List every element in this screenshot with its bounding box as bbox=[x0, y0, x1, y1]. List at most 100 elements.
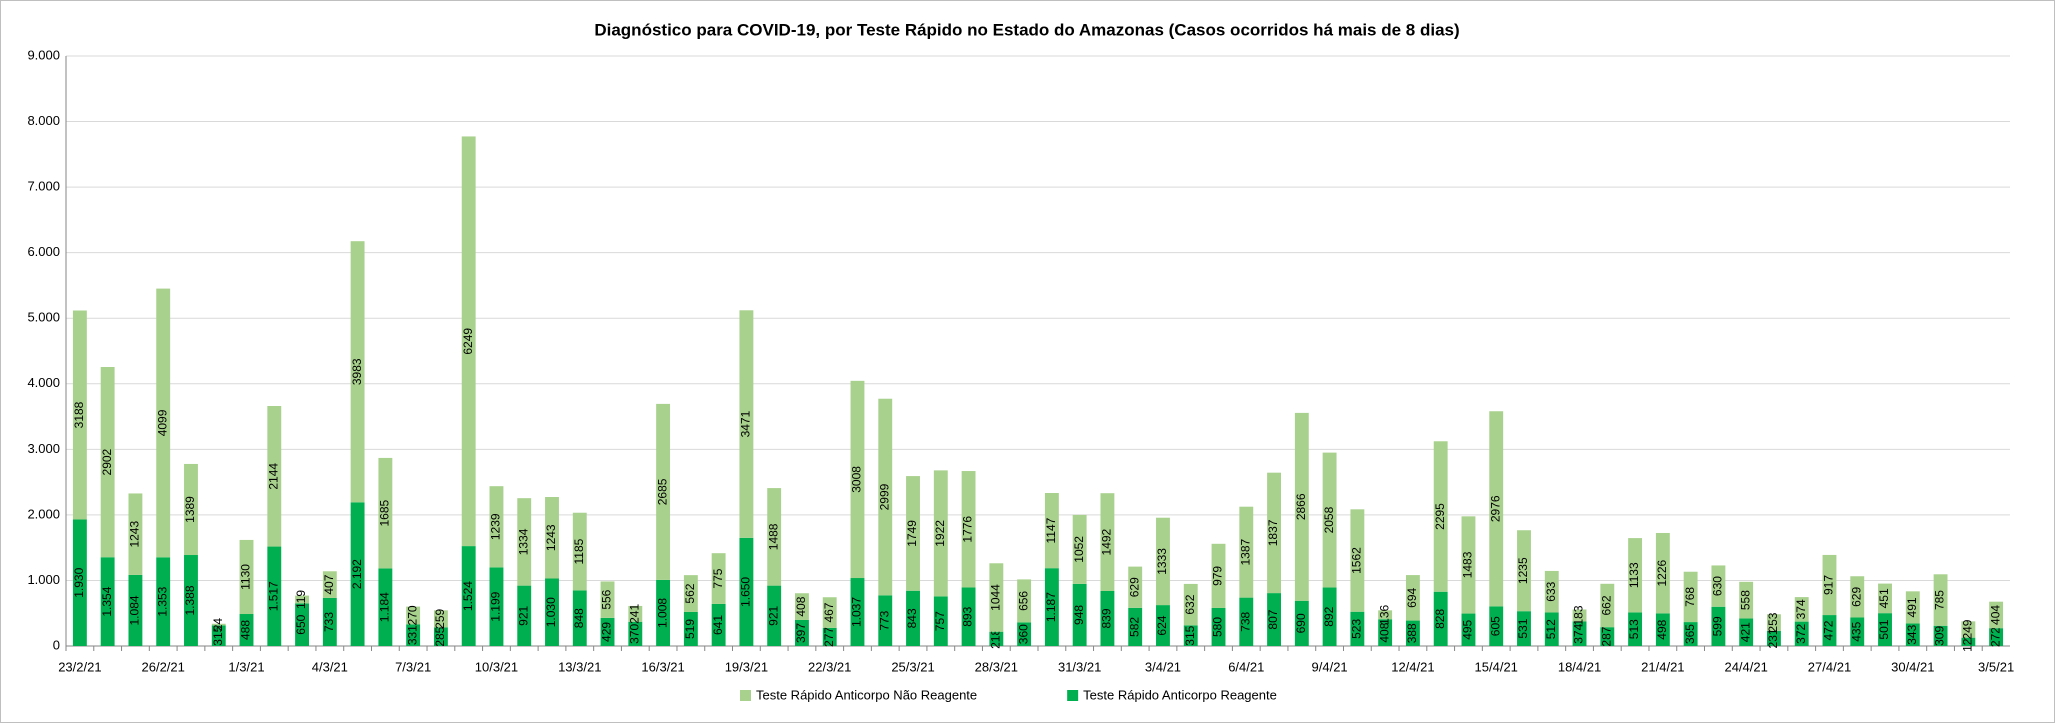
bar-segment bbox=[1156, 517, 1170, 606]
bar-segment bbox=[350, 241, 365, 503]
bar-segment bbox=[1267, 593, 1281, 646]
data-label: 2976 bbox=[1488, 495, 1502, 522]
data-label: 249 bbox=[1961, 619, 1975, 639]
bar-segment bbox=[1961, 621, 1976, 638]
bar-segment bbox=[211, 623, 226, 626]
data-label: 921 bbox=[766, 605, 780, 625]
bar-segment bbox=[767, 585, 782, 646]
data-label: 3008 bbox=[850, 466, 864, 493]
bar-segment bbox=[128, 574, 143, 646]
data-label: 2295 bbox=[1433, 503, 1447, 530]
data-label: 556 bbox=[600, 589, 614, 609]
bar-segment bbox=[1211, 543, 1226, 608]
data-label: 315 bbox=[211, 625, 225, 645]
bar-segment bbox=[322, 571, 337, 598]
bar-segment bbox=[1767, 614, 1781, 631]
data-label: 917 bbox=[1822, 575, 1836, 595]
data-label: 277 bbox=[822, 627, 836, 647]
data-label: 1130 bbox=[239, 564, 253, 590]
data-label: 690 bbox=[1294, 613, 1308, 633]
data-label: 397 bbox=[794, 623, 808, 643]
x-tick-label: 13/3/21 bbox=[558, 659, 601, 674]
x-tick-label: 23/2/21 bbox=[58, 659, 101, 674]
data-label: 1243 bbox=[544, 524, 558, 551]
bar-segment bbox=[1489, 606, 1504, 646]
bar-segment bbox=[239, 539, 254, 615]
data-label: 119 bbox=[294, 590, 308, 609]
bar-segment bbox=[267, 546, 282, 646]
data-label: 2685 bbox=[655, 478, 669, 505]
bar-segment bbox=[1322, 587, 1337, 646]
bar-segment bbox=[656, 403, 671, 580]
bar-segment bbox=[739, 537, 754, 646]
data-label: 629 bbox=[1127, 577, 1141, 597]
x-tick-label: 26/2/21 bbox=[142, 659, 185, 674]
data-label: 1243 bbox=[128, 521, 142, 548]
data-label: 633 bbox=[1544, 581, 1558, 601]
data-label: 2058 bbox=[1322, 506, 1336, 533]
bar-segment bbox=[1794, 597, 1809, 622]
bar-segment bbox=[489, 486, 504, 568]
bar-segment bbox=[1517, 611, 1531, 646]
data-label: 1239 bbox=[489, 513, 503, 540]
bar-segment bbox=[572, 512, 587, 591]
data-label: 605 bbox=[1488, 616, 1502, 636]
bar-segment bbox=[184, 555, 198, 646]
data-label: 828 bbox=[1433, 609, 1447, 629]
data-label: 2902 bbox=[100, 448, 114, 475]
bar-segment bbox=[1572, 609, 1587, 622]
bar-segment bbox=[1072, 583, 1087, 646]
data-label: 1334 bbox=[516, 528, 530, 555]
data-label: 1.524 bbox=[461, 581, 475, 611]
legend-swatch bbox=[1067, 690, 1079, 701]
data-label: 408 bbox=[1377, 622, 1391, 642]
x-tick-label: 12/4/21 bbox=[1391, 659, 1434, 674]
data-label: 218 bbox=[989, 629, 1003, 649]
data-label: 285 bbox=[433, 626, 447, 646]
bar-segment bbox=[1850, 617, 1865, 646]
bar-segment bbox=[1489, 411, 1504, 607]
bar-segment bbox=[1905, 591, 1920, 624]
x-tick-label: 19/3/21 bbox=[725, 659, 768, 674]
bar-segment bbox=[1628, 612, 1643, 646]
bar-segment bbox=[739, 310, 754, 538]
data-label: 435 bbox=[1849, 621, 1863, 641]
bar-segment bbox=[1461, 613, 1476, 646]
data-label: 1052 bbox=[1072, 536, 1086, 563]
bar-segment bbox=[433, 610, 448, 628]
data-label: 24 bbox=[211, 618, 225, 632]
bar-segment bbox=[517, 498, 532, 586]
data-label: 1.353 bbox=[155, 586, 169, 616]
bar-segment bbox=[1156, 605, 1170, 646]
data-label: 1235 bbox=[1516, 557, 1530, 584]
data-label: 1488 bbox=[766, 523, 780, 550]
bar-segment bbox=[322, 597, 337, 646]
y-tick-label: 5.000 bbox=[27, 310, 60, 325]
data-label: 1333 bbox=[1155, 548, 1169, 575]
data-label: 757 bbox=[933, 611, 947, 631]
data-label: 3983 bbox=[350, 358, 364, 385]
bar-segment bbox=[628, 621, 643, 646]
x-tick-label: 3/5/21 bbox=[1978, 659, 2014, 674]
x-tick-label: 25/3/21 bbox=[891, 659, 934, 674]
bar-segment bbox=[72, 310, 87, 520]
bar-segment bbox=[1100, 590, 1115, 646]
data-label: 259 bbox=[433, 608, 447, 628]
bar-segment bbox=[822, 597, 837, 628]
x-tick-label: 24/4/21 bbox=[1724, 659, 1767, 674]
bar-segment bbox=[850, 380, 865, 579]
x-tick-label: 10/3/21 bbox=[475, 659, 518, 674]
data-label: 979 bbox=[1211, 566, 1225, 586]
bar-segment bbox=[461, 546, 476, 646]
y-tick-label: 7.000 bbox=[27, 179, 60, 194]
chart-title: Diagnóstico para COVID-19, por Teste Ráp… bbox=[594, 20, 1459, 39]
bar-segment bbox=[1044, 492, 1059, 569]
data-label: 4099 bbox=[155, 409, 169, 436]
bar-segment bbox=[1655, 613, 1670, 646]
bar-segment bbox=[1739, 581, 1754, 619]
data-label: 662 bbox=[1599, 595, 1613, 615]
bar-segment bbox=[1517, 530, 1531, 612]
bar-segment bbox=[1961, 637, 1976, 646]
bar-segment bbox=[878, 595, 893, 646]
data-label: 1133 bbox=[1627, 562, 1641, 588]
